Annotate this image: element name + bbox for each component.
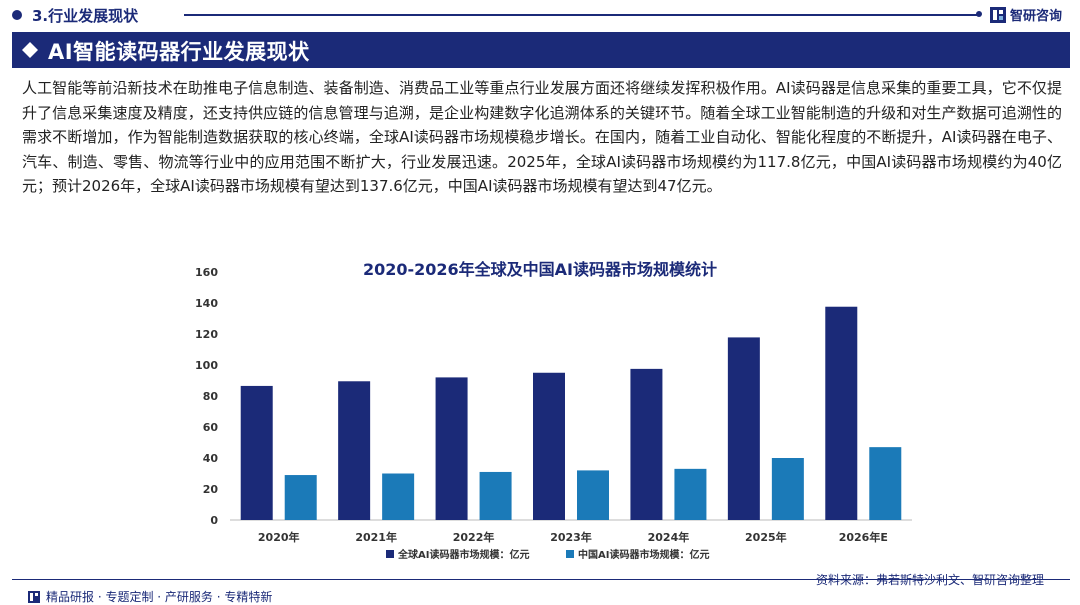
x-tick-label: 2025年: [745, 530, 787, 544]
title-banner: AI智能读码器行业发展现状: [12, 32, 1070, 68]
global-bar: [727, 337, 760, 520]
footer-divider: [12, 579, 1070, 580]
brand: 智研咨询: [990, 5, 1062, 24]
y-tick-label: 0: [210, 514, 218, 527]
diamond-icon: [22, 42, 38, 58]
global-bar: [533, 372, 565, 520]
china-bar: [284, 475, 317, 520]
y-tick-label: 20: [203, 483, 219, 496]
y-tick-label: 60: [203, 421, 219, 434]
global-bar: [338, 381, 371, 520]
footer-logo-icon: [28, 590, 40, 603]
chart-title: 2020-2026年全球及中国AI读码器市场规模统计: [362, 260, 718, 279]
legend-label: 中国AI读码器市场规模：亿元: [578, 548, 709, 561]
top-bar: 3.行业发展现状 智研咨询: [0, 0, 1080, 30]
y-tick-label: 80: [203, 390, 219, 403]
y-tick-label: 160: [195, 266, 218, 279]
legend-swatch: [386, 550, 394, 558]
header-divider: [184, 14, 979, 16]
global-bar: [825, 306, 858, 520]
x-tick-label: 2021年: [355, 530, 397, 544]
china-bar: [869, 447, 902, 520]
y-tick-label: 120: [195, 328, 218, 341]
x-tick-label: 2022年: [453, 530, 495, 544]
legend-swatch: [566, 550, 574, 558]
brand-logo-icon: [990, 6, 1006, 23]
chart-plot: 0 20 40 60 80 100 120 140 160 2020年 2021年 2022年 2023…: [195, 266, 912, 561]
global-bar: [240, 385, 273, 520]
bullet-icon: [12, 10, 22, 20]
y-tick-label: 100: [195, 359, 218, 372]
legend-label: 全球AI读码器市场规模：亿元: [397, 548, 529, 561]
y-tick-label: 140: [195, 297, 218, 310]
bar-chart: 2020-2026年全球及中国AI读码器市场规模统计 0 20 40 60 80 100 1…: [0, 250, 1080, 580]
x-tick-label: 2024年: [648, 530, 690, 544]
x-tick-label: 2026年E: [839, 530, 888, 544]
china-bar: [674, 468, 707, 520]
divider-end-icon: [976, 11, 982, 17]
page-title: AI智能读码器行业发展现状: [48, 40, 310, 64]
china-bar: [479, 471, 512, 520]
intro-paragraph: 人工智能等前沿新技术在助推电子信息制造、装备制造、消费品工业等重点行业发展方面还…: [22, 79, 1062, 195]
china-bar: [771, 458, 804, 520]
footer-services: 精品研报 · 专题定制 · 产研服务 · 专精特新: [28, 588, 272, 605]
x-tick-label: 2023年: [550, 530, 592, 544]
global-bar: [630, 368, 663, 520]
footer-services-text: 精品研报 · 专题定制 · 产研服务 · 专精特新: [46, 590, 273, 604]
y-tick-label: 40: [203, 452, 219, 465]
x-tick-label: 2020年: [258, 530, 300, 544]
global-bar: [435, 377, 468, 520]
china-bar: [382, 473, 415, 520]
china-bar: [577, 470, 609, 520]
section-title: 3.行业发展现状: [32, 7, 139, 25]
source-note: 资料来源：弗若斯特沙利文、智研咨询整理: [815, 573, 1044, 587]
brand-name: 智研咨询: [1010, 9, 1063, 24]
